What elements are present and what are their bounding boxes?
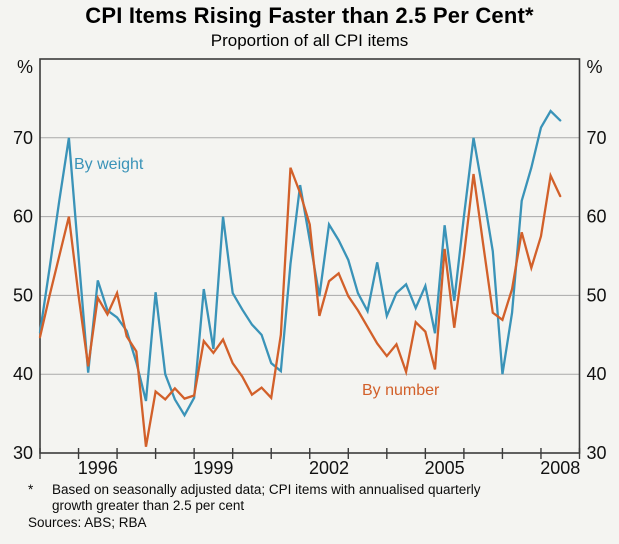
percent-label-left: %	[17, 57, 33, 77]
footnote-marker: *	[28, 482, 34, 497]
y-tick-label-right: 60	[587, 207, 607, 227]
y-tick-label-right: 30	[587, 443, 607, 463]
y-tick-label-left: 50	[13, 285, 33, 305]
y-tick-label-right: 40	[587, 364, 607, 384]
y-tick-label-left: 40	[13, 364, 33, 384]
plot-frame	[39, 58, 581, 454]
y-tick-label-left: 30	[13, 443, 33, 463]
x-tick-label: 1999	[193, 458, 233, 478]
page-title: CPI Items Rising Faster than 2.5 Per Cen…	[85, 3, 534, 28]
x-tick-label: 2005	[425, 458, 465, 478]
y-tick-label-left: 70	[13, 128, 33, 148]
chart-subtitle: Proportion of all CPI items	[210, 31, 409, 50]
series-line-by-weight	[38, 109, 562, 418]
x-tick-label: 1996	[78, 458, 118, 478]
x-tick-label: 2008	[540, 458, 580, 478]
footnote-text-line1: Based on seasonally adjusted data; CPI i…	[52, 482, 481, 497]
percent-label-right: %	[587, 57, 603, 77]
footnote-text-line2: growth greater than 2.5 per cent	[52, 498, 245, 513]
y-tick-label-right: 50	[587, 285, 607, 305]
sources-note: Sources: ABS; RBA	[28, 515, 147, 530]
y-tick-label-right: 70	[587, 128, 607, 148]
series-label-by-number: By number	[362, 382, 440, 399]
series-label-by-weight: By weight	[74, 156, 144, 173]
y-tick-label-left: 60	[13, 207, 33, 227]
series-line-by-number	[38, 167, 562, 447]
x-tick-label: 2002	[309, 458, 349, 478]
